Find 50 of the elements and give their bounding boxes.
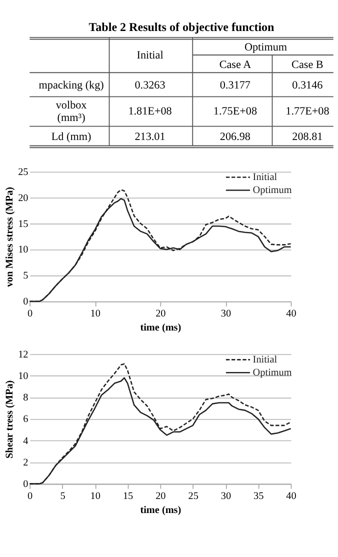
y-tick-label: 25 bbox=[18, 166, 28, 178]
text: Table 2 Results of objective function bbox=[88, 20, 275, 34]
y-tick-label: 10 bbox=[18, 370, 28, 382]
x-tick-label: 35 bbox=[254, 491, 264, 502]
text: 206.98 bbox=[220, 131, 251, 144]
y-tick-label: 10 bbox=[18, 244, 28, 256]
y-tick-label: 8 bbox=[23, 392, 28, 404]
text: volbox (mm³) bbox=[56, 100, 88, 124]
x-tick-label: 15 bbox=[122, 491, 134, 502]
legend-label: Optimum bbox=[252, 367, 292, 378]
text: 208.81 bbox=[292, 131, 323, 144]
x-axis-title: time (ms) bbox=[140, 504, 182, 516]
x-tick-label: 30 bbox=[220, 491, 232, 502]
text: 0.3263 bbox=[134, 79, 166, 92]
text: Case B bbox=[292, 58, 324, 71]
y-tick-label: 20 bbox=[18, 192, 28, 204]
legend-label: Initial bbox=[252, 172, 278, 184]
text: mpacking (kg) bbox=[38, 79, 104, 92]
x-tick-label: 40 bbox=[286, 491, 296, 502]
x-tick-label: 30 bbox=[220, 308, 232, 320]
x-tick-label: 40 bbox=[286, 308, 296, 320]
x-axis-title: time (ms) bbox=[140, 322, 182, 334]
y-axis-title: von Mises stress (MPa) bbox=[4, 186, 16, 288]
text: 1.75E+08 bbox=[213, 105, 258, 118]
text: Ld (mm) bbox=[51, 131, 92, 144]
text: 1.77E+08 bbox=[286, 105, 330, 118]
y-tick-label: 12 bbox=[18, 349, 28, 360]
legend-label: Optimum bbox=[252, 184, 292, 196]
text: 213.01 bbox=[134, 131, 166, 144]
x-tick-label: 20 bbox=[156, 491, 166, 502]
y-tick-label: 4 bbox=[23, 436, 28, 447]
x-tick-label: 10 bbox=[90, 491, 100, 502]
x-tick-label: 25 bbox=[188, 491, 198, 502]
y-tick-label: 15 bbox=[18, 218, 28, 230]
x-tick-label: 20 bbox=[156, 308, 166, 320]
y-tick-label: 0 bbox=[23, 479, 28, 490]
y-tick-label: 0 bbox=[23, 296, 28, 308]
y-tick-label: 6 bbox=[23, 414, 28, 426]
legend-label: Initial bbox=[252, 354, 278, 366]
y-axis-title: Shear tress (MPa) bbox=[4, 380, 16, 458]
x-tick-label: 10 bbox=[90, 308, 100, 320]
text: 1.81E+08 bbox=[128, 105, 172, 118]
text: Initial bbox=[136, 50, 164, 62]
y-tick-label: 5 bbox=[23, 270, 28, 282]
text: Optimum bbox=[244, 41, 288, 54]
x-tick-label: 5 bbox=[60, 491, 66, 502]
y-tick-label: 2 bbox=[23, 457, 28, 468]
text: Case A bbox=[219, 58, 252, 71]
text: 0.3177 bbox=[220, 79, 251, 92]
text: 0.3146 bbox=[292, 79, 324, 92]
